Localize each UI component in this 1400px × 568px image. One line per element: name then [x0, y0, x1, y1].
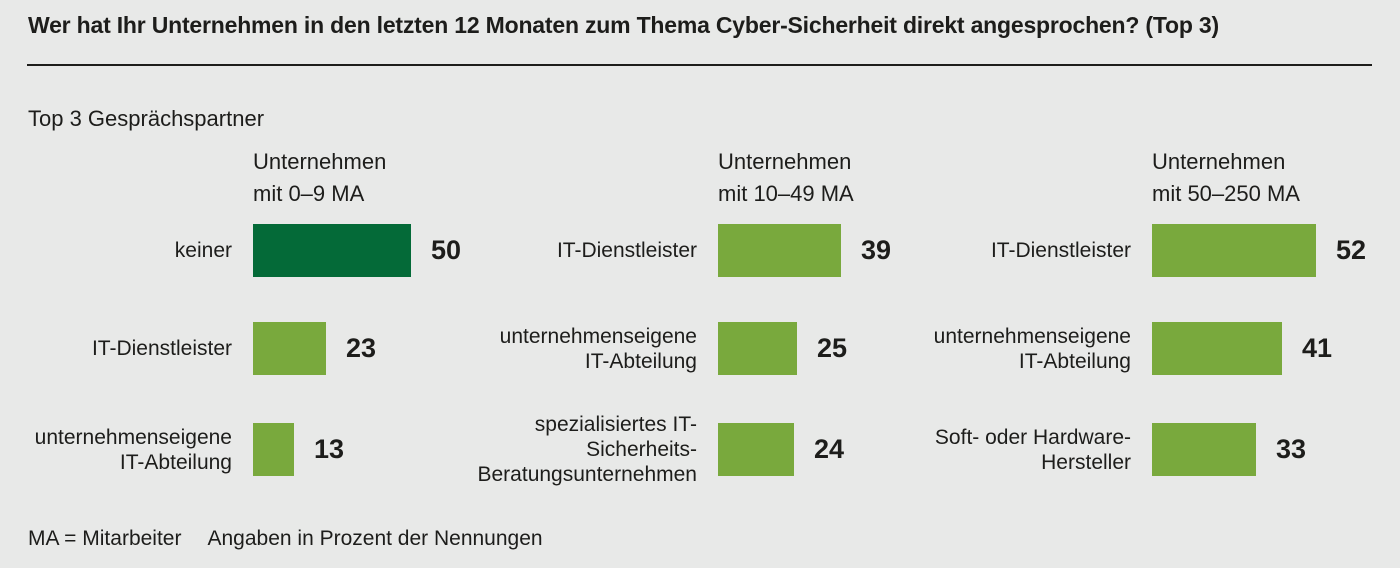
bar	[253, 322, 326, 375]
footnote-abbreviation: MA = Mitarbeiter	[28, 527, 182, 550]
group-header-line2: mit 0–9 MA	[253, 181, 365, 206]
bar-label: IT-Dienstleister	[990, 239, 1131, 262]
bar	[718, 322, 797, 375]
bar	[253, 224, 411, 277]
title-divider	[27, 64, 1372, 66]
group-header-line2: mit 10–49 MA	[718, 181, 854, 206]
bar	[718, 423, 794, 476]
group-header-line2: mit 50–250 MA	[1152, 181, 1300, 206]
bar-row: IT-Dienstleister 52	[905, 224, 1366, 277]
bar-value: 50	[431, 235, 462, 265]
bar-value: 52	[1336, 235, 1367, 265]
bar-row: unternehmenseigene IT-Abteilung 25	[470, 322, 847, 375]
group-header-line1: Unternehmen	[718, 149, 852, 174]
bar-label: Soft- oder Hardware- Hersteller	[934, 425, 1131, 474]
bar-label: IT-Dienstleister	[556, 239, 697, 262]
footnote-unit-note: Angaben in Prozent der Nennungen	[207, 527, 543, 550]
bar	[1152, 423, 1256, 476]
bar-value: 13	[314, 434, 345, 464]
bar	[718, 224, 841, 277]
bar-value: 41	[1302, 333, 1333, 363]
bar-row: unternehmenseigene IT-Abteilung 13	[24, 423, 344, 476]
bar-label: unternehmenseigene IT-Abteilung	[34, 425, 232, 474]
group-header-line1: Unternehmen	[1152, 149, 1286, 174]
group-header: Unternehmen mit 10–49 MA	[718, 146, 854, 210]
bar-row: spezialisiertes IT- Sicherheits- Beratun…	[470, 413, 845, 486]
group-header: Unternehmen mit 0–9 MA	[253, 146, 386, 210]
page-title: Wer hat Ihr Unternehmen in den letzten 1…	[28, 12, 1219, 38]
bar-label: unternehmenseigene IT-Abteilung	[499, 324, 697, 373]
group-header: Unternehmen mit 50–250 MA	[1152, 146, 1300, 210]
bar-value: 39	[861, 235, 892, 265]
bar-row: IT-Dienstleister 23	[24, 322, 376, 375]
bar-label: IT-Dienstleister	[91, 337, 232, 360]
bar	[1152, 224, 1316, 277]
bar	[1152, 322, 1282, 375]
bar-value: 25	[817, 333, 848, 363]
bar-value: 33	[1276, 434, 1307, 464]
bar-row: keiner 50	[24, 224, 461, 277]
bar-label: unternehmenseigene IT-Abteilung	[933, 324, 1131, 373]
bar-row: unternehmenseigene IT-Abteilung 41	[905, 322, 1332, 375]
chart-subtitle: Top 3 Gesprächspartner	[28, 106, 265, 131]
footnote: MA = Mitarbeiter Angaben in Prozent der N…	[28, 527, 543, 551]
bar-value: 23	[346, 333, 377, 363]
bar-label: keiner	[174, 239, 232, 262]
bar-row: Soft- oder Hardware- Hersteller 33	[905, 423, 1306, 476]
group-header-line1: Unternehmen	[253, 149, 387, 174]
bar-row: IT-Dienstleister 39	[470, 224, 891, 277]
bar-value: 24	[814, 434, 845, 464]
bar	[253, 423, 294, 476]
bar-label: spezialisiertes IT- Sicherheits- Beratun…	[477, 413, 698, 486]
